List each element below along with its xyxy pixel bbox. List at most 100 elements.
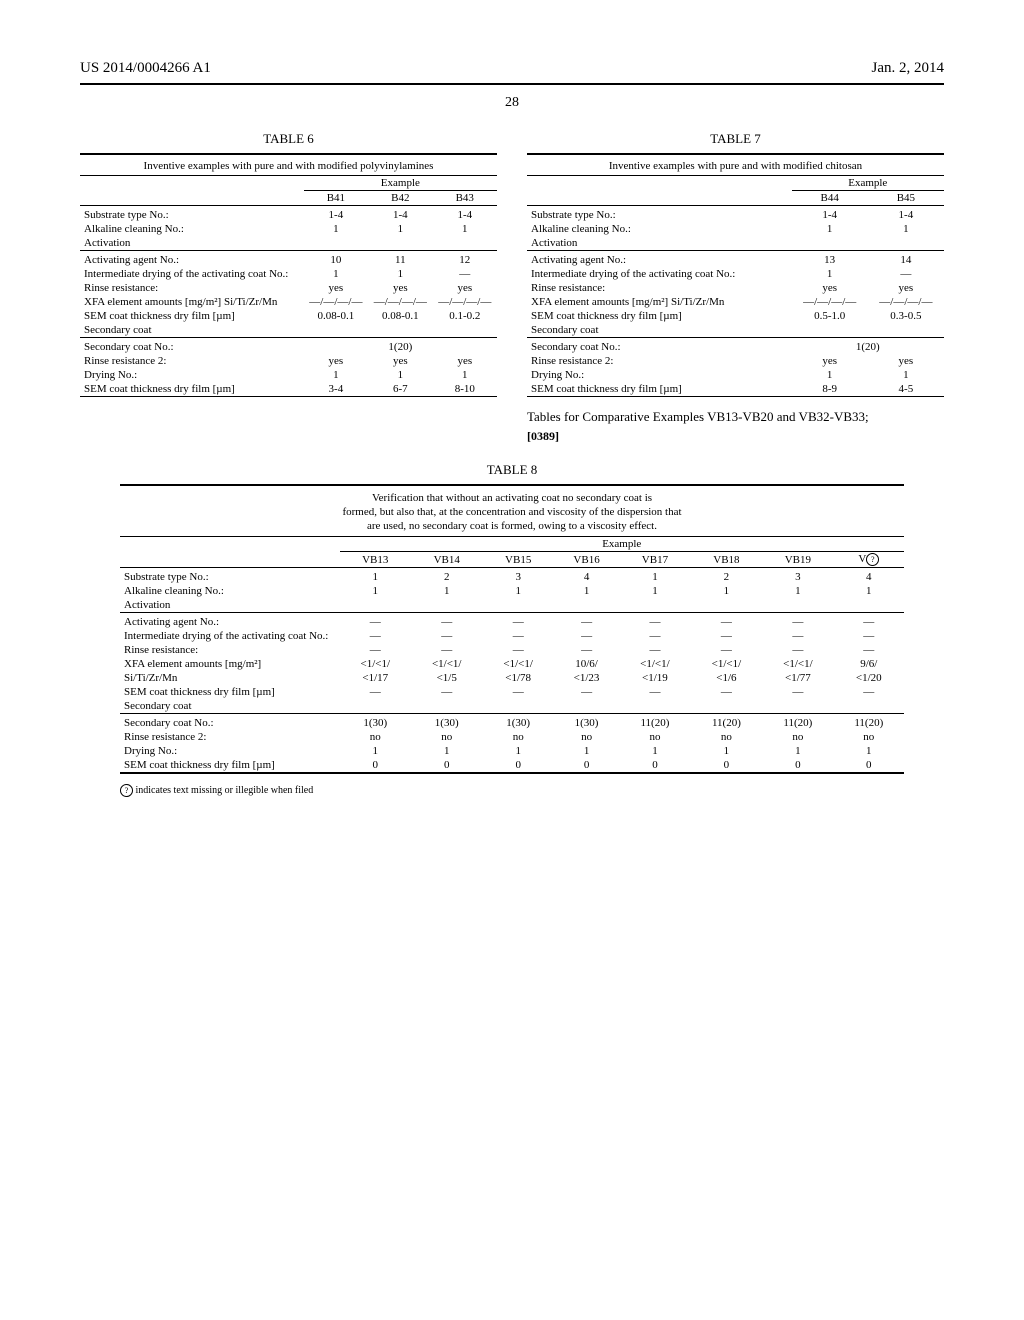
cell: — bbox=[554, 685, 619, 699]
cell: — bbox=[411, 643, 482, 657]
cell: 11(20) bbox=[762, 716, 833, 730]
cell: 1(20) bbox=[792, 340, 944, 354]
cell: 0 bbox=[482, 758, 553, 773]
table-row: Drying No.:11 bbox=[527, 368, 944, 382]
table6-caption: Inventive examples with pure and with mo… bbox=[80, 157, 497, 176]
cell: <1/77 bbox=[762, 671, 833, 685]
cell: 0.08-0.1 bbox=[304, 309, 368, 323]
cell: — bbox=[691, 643, 762, 657]
cell: 1 bbox=[340, 570, 411, 584]
cell: 1 bbox=[554, 744, 619, 758]
table6-title: TABLE 6 bbox=[80, 131, 497, 147]
cell: 1 bbox=[368, 222, 432, 236]
cell: 1 bbox=[433, 368, 497, 382]
cell: 11(20) bbox=[834, 716, 904, 730]
table-row: Alkaline cleaning No.:11111111 bbox=[120, 584, 904, 598]
table-row: SEM coat thickness dry film [µm]———————— bbox=[120, 685, 904, 699]
table-row: Secondary coat bbox=[527, 323, 944, 338]
row-label: Intermediate drying of the activating co… bbox=[80, 267, 304, 281]
cell: —/—/—/— bbox=[868, 295, 944, 309]
page-number: 28 bbox=[80, 95, 944, 111]
cell: — bbox=[340, 643, 411, 657]
cell: — bbox=[340, 629, 411, 643]
cell: yes bbox=[304, 354, 368, 368]
cell: yes bbox=[304, 281, 368, 295]
row-label: Drying No.: bbox=[80, 368, 304, 382]
row-label: Substrate type No.: bbox=[527, 208, 792, 222]
row-label: Secondary coat bbox=[527, 323, 792, 338]
table-row: Activating agent No.:———————— bbox=[120, 615, 904, 629]
cell: <1/<1/ bbox=[762, 657, 833, 671]
cell: 1(30) bbox=[482, 716, 553, 730]
cell: 0 bbox=[834, 758, 904, 773]
row-label: Intermediate drying of the activating co… bbox=[120, 629, 340, 643]
row-label: XFA element amounts [mg/m²] Si/Ti/Zr/Mn bbox=[527, 295, 792, 309]
cell: <1/19 bbox=[619, 671, 690, 685]
cell: 10 bbox=[304, 253, 368, 267]
cell: 1 bbox=[762, 744, 833, 758]
row-label: Activation bbox=[80, 236, 304, 251]
cell: — bbox=[482, 643, 553, 657]
table8-col-vb18: VB18 bbox=[691, 552, 762, 568]
cell: <1/17 bbox=[340, 671, 411, 685]
cell: 13 bbox=[792, 253, 868, 267]
cell: 3 bbox=[762, 570, 833, 584]
row-label: Alkaline cleaning No.: bbox=[80, 222, 304, 236]
cell: 11(20) bbox=[691, 716, 762, 730]
cell: 0.3-0.5 bbox=[868, 309, 944, 323]
table-row: Rinse resistance:———————— bbox=[120, 643, 904, 657]
cell: 1 bbox=[762, 584, 833, 598]
cell: — bbox=[411, 629, 482, 643]
cell: <1/<1/ bbox=[619, 657, 690, 671]
table8-col-vb13: VB13 bbox=[340, 552, 411, 568]
table8-col-vb16: VB16 bbox=[554, 552, 619, 568]
footnote: ? indicates text missing or illegible wh… bbox=[120, 784, 904, 797]
cell: 1 bbox=[691, 744, 762, 758]
cell: no bbox=[619, 730, 690, 744]
cell: —/—/—/— bbox=[792, 295, 868, 309]
cell: — bbox=[762, 685, 833, 699]
row-label: Drying No.: bbox=[120, 744, 340, 758]
table-row: Secondary coat No.:1(20) bbox=[527, 340, 944, 354]
illegible-icon: ? bbox=[866, 553, 879, 566]
table-row: Secondary coat bbox=[80, 323, 497, 338]
cell: <1/5 bbox=[411, 671, 482, 685]
table-row: SEM coat thickness dry film [µm]3-46-78-… bbox=[80, 382, 497, 397]
table-row: Rinse resistance 2:nononononononono bbox=[120, 730, 904, 744]
cell: no bbox=[340, 730, 411, 744]
table-row: Alkaline cleaning No.:11 bbox=[527, 222, 944, 236]
table-row: Intermediate drying of the activating co… bbox=[80, 267, 497, 281]
table8-caption-line2: formed, but also that, at the concentrat… bbox=[120, 505, 904, 519]
row-label: Rinse resistance: bbox=[120, 643, 340, 657]
cell: 1 bbox=[482, 584, 553, 598]
mid-paragraph: Tables for Comparative Examples VB13-VB2… bbox=[527, 409, 944, 425]
table6-col-b41: B41 bbox=[304, 191, 368, 206]
table-row: SEM coat thickness dry film [µm]0.5-1.00… bbox=[527, 309, 944, 323]
row-label: Rinse resistance 2: bbox=[120, 730, 340, 744]
cell: 1 bbox=[304, 222, 368, 236]
table8: Verification that without an activating … bbox=[120, 484, 904, 776]
row-label: Rinse resistance: bbox=[80, 281, 304, 295]
table6-col-b42: B42 bbox=[368, 191, 432, 206]
table-row: Rinse resistance 2:yesyes bbox=[527, 354, 944, 368]
table-row: SEM coat thickness dry film [µm]8-94-5 bbox=[527, 382, 944, 397]
cell: 1 bbox=[792, 267, 868, 281]
cell: —/—/—/— bbox=[368, 295, 432, 309]
cell: <1/<1/ bbox=[482, 657, 553, 671]
cell: 1 bbox=[411, 584, 482, 598]
table8-caption-line3: are used, no secondary coat is formed, o… bbox=[120, 519, 904, 537]
table-row: Activating agent No.:101112 bbox=[80, 253, 497, 267]
cell: 1 bbox=[619, 570, 690, 584]
table7-col-b44: B44 bbox=[792, 191, 868, 206]
cell: yes bbox=[868, 354, 944, 368]
cell: 0 bbox=[619, 758, 690, 773]
cell: — bbox=[482, 629, 553, 643]
cell: 1(20) bbox=[304, 340, 497, 354]
cell: — bbox=[411, 615, 482, 629]
table7-caption: Inventive examples with pure and with mo… bbox=[527, 157, 944, 176]
cell: — bbox=[482, 685, 553, 699]
cell: 0 bbox=[554, 758, 619, 773]
cell: — bbox=[762, 629, 833, 643]
cell: — bbox=[762, 615, 833, 629]
table7-title: TABLE 7 bbox=[527, 131, 944, 147]
